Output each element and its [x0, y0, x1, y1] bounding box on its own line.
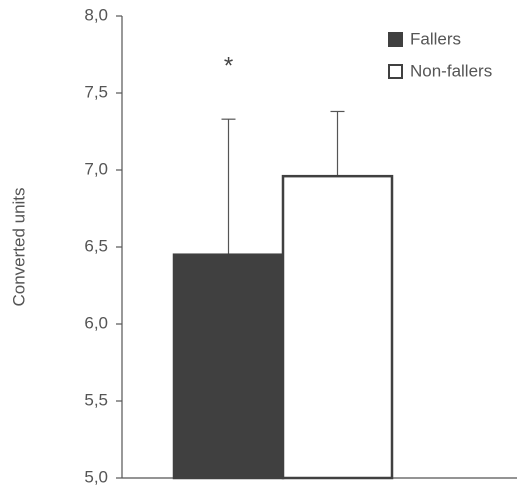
bar	[172, 253, 285, 480]
y-tick-label: 6,5	[84, 236, 108, 255]
annotation: *	[224, 53, 233, 80]
y-tick-label: 6,0	[84, 313, 108, 332]
bar	[281, 174, 394, 480]
y-axis-label: Converted units	[9, 187, 28, 306]
legend-swatch	[388, 32, 403, 47]
y-tick-label: 8,0	[84, 5, 108, 24]
legend-label: Non-fallers	[410, 61, 492, 80]
legend-label: Fallers	[410, 29, 461, 48]
y-tick-label: 5,0	[84, 467, 108, 486]
y-tick-label: 7,5	[84, 82, 108, 101]
legend-swatch	[388, 64, 403, 79]
y-tick-label: 7,0	[84, 159, 108, 178]
y-tick-label: 5,5	[84, 390, 108, 409]
